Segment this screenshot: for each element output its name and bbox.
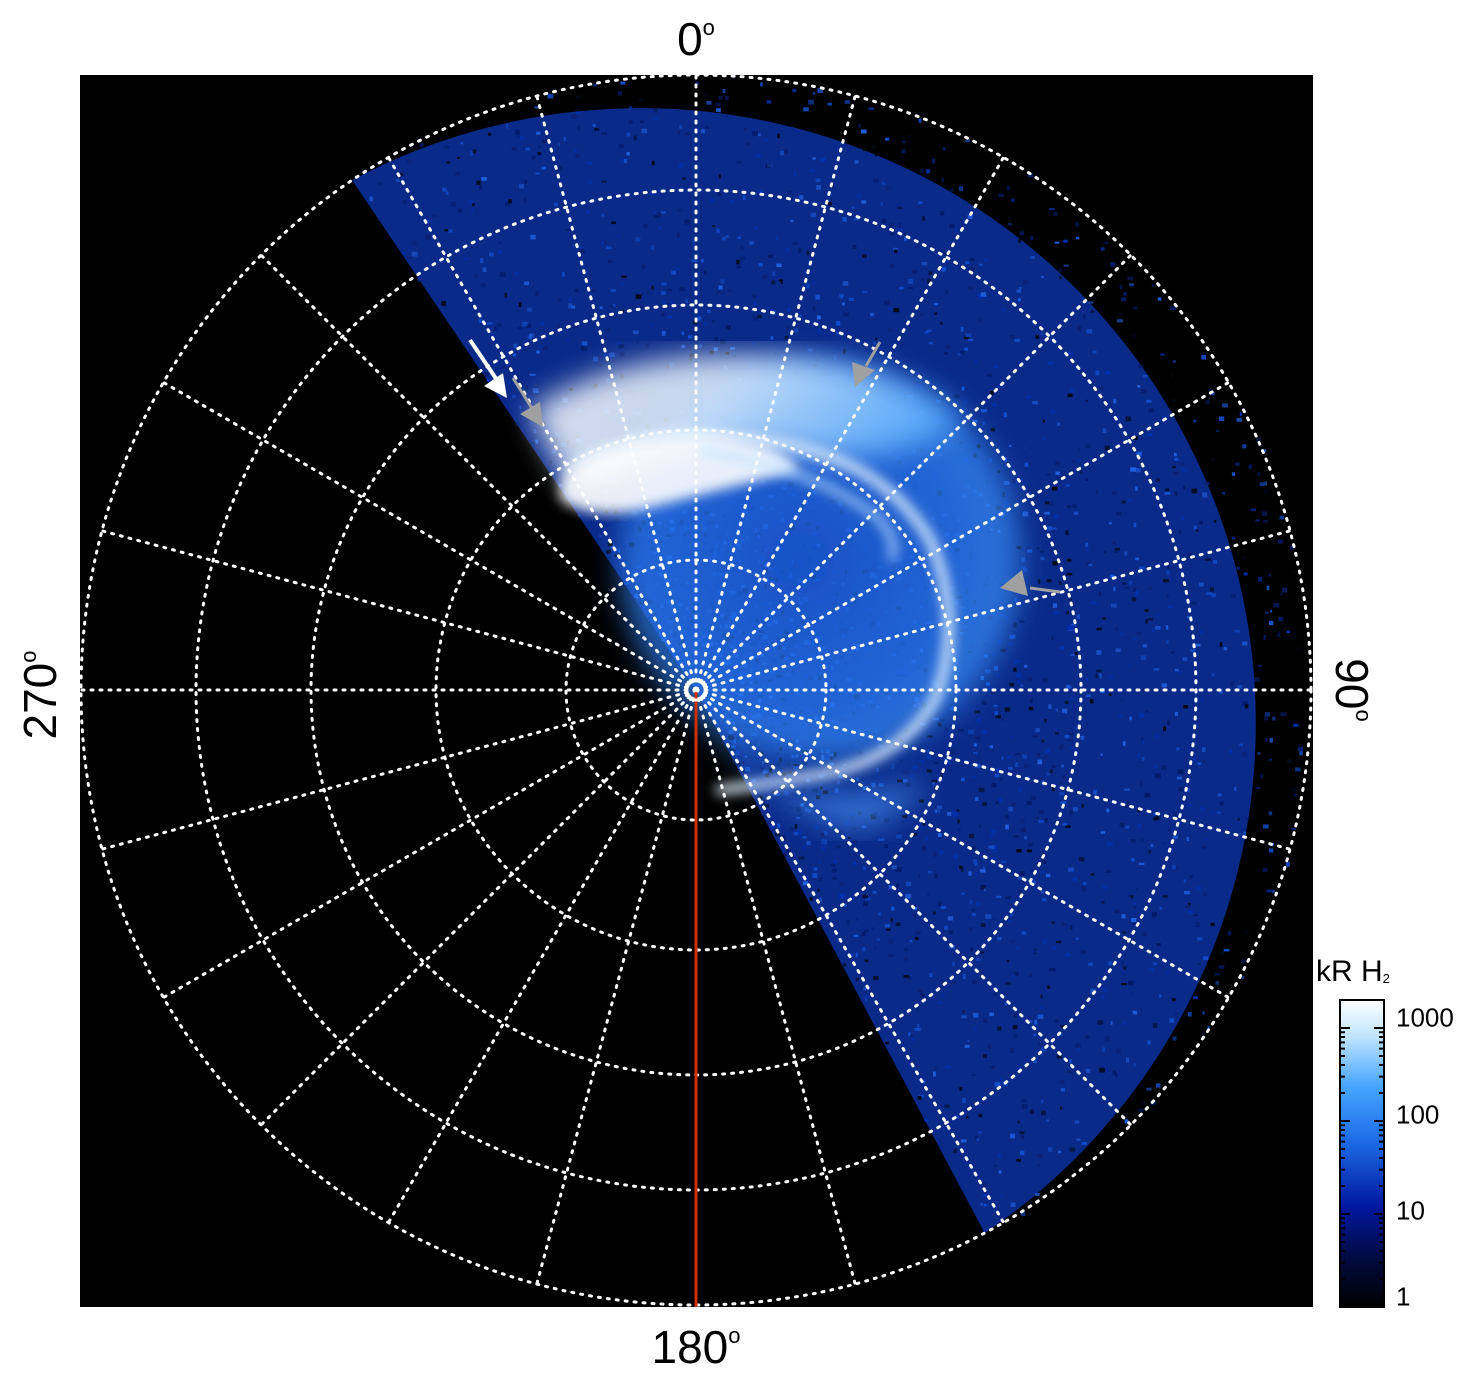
colorbar-gradient — [1339, 999, 1385, 1308]
arrow-white — [468, 338, 507, 398]
colorbar-tick-label-1: 1 — [1396, 1281, 1411, 1312]
azimuth-label-0: 0o — [677, 13, 715, 65]
arrow-gray-top — [852, 341, 882, 387]
arrow-gray-dawn — [511, 377, 543, 427]
colorbar-ticks — [1340, 999, 1384, 1308]
latitude-circle — [564, 558, 828, 822]
bright-patch — [560, 435, 800, 514]
colorbar-title: kR H2 — [1316, 955, 1390, 988]
colorbar-tick-label-1000: 1000 — [1396, 1002, 1454, 1033]
azimuth-label-180: 180o — [651, 1321, 741, 1373]
auroral-emission — [530, 354, 1020, 830]
colorbar — [1339, 999, 1385, 1308]
pole-marker — [684, 678, 708, 702]
night-glow — [700, 720, 930, 830]
inner-arc — [699, 447, 897, 562]
annotation-arrows — [468, 338, 1061, 596]
colorbar-tick-label-10: 10 — [1396, 1195, 1425, 1226]
azimuth-label-270: 270o — [14, 650, 66, 740]
colorbar-tick-label-100: 100 — [1396, 1099, 1440, 1130]
main-oval-arc — [565, 429, 954, 795]
arrow-gray-right — [1000, 570, 1061, 596]
azimuth-label-90: 90o — [1326, 658, 1378, 722]
